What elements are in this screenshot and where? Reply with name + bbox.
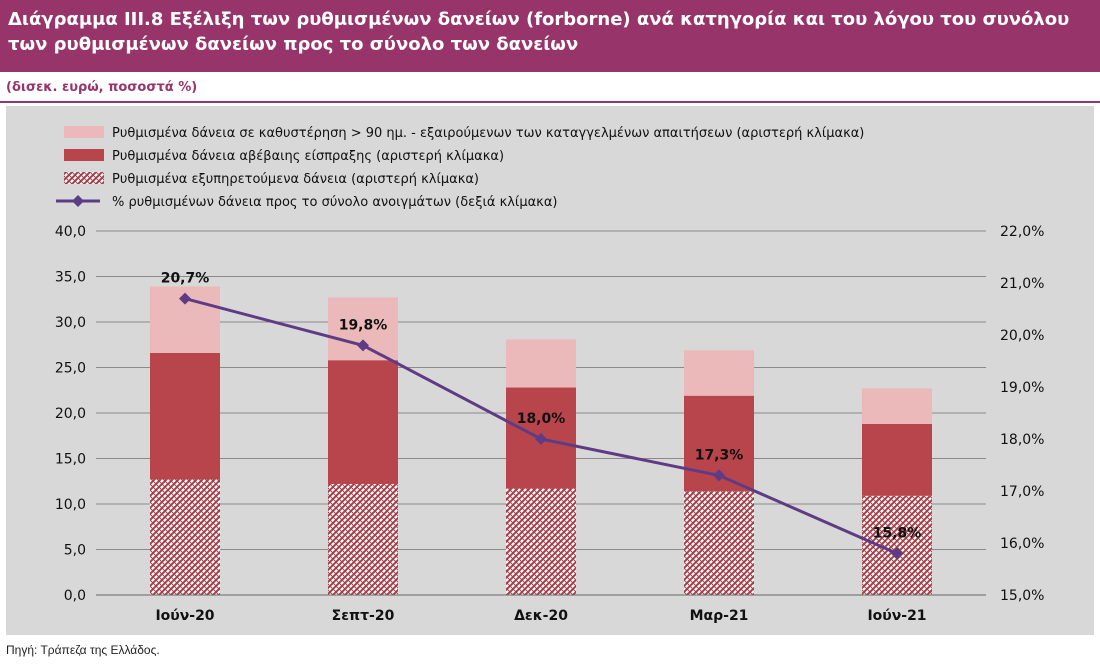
chart-area: 0,0 5,0 10,0 15,0 20,0 25,0 30,0 35,0 40,0 15,0% 1… (6, 106, 1094, 635)
y-right-tick-label: 15,0% (1000, 588, 1044, 604)
legend-label: Ρυθμισμένα δάνεια σε καθυστέρηση > 90 ημ… (112, 126, 864, 141)
legend-swatch (64, 126, 104, 138)
y-left-tick-label: 30,0 (55, 315, 86, 331)
data-label: 19,8% (339, 317, 388, 333)
legend-label: % ρυθμισμένων δάνεια προς το σύνολο ανοι… (112, 195, 557, 210)
y-right-tick-label: 20,0% (1000, 328, 1044, 344)
title-bar: Διάγραμμα III.8 Εξέλιξη των ρυθμισμένων … (0, 0, 1100, 72)
x-tick-label: Ιούν-21 (867, 608, 926, 624)
line-marker (713, 469, 725, 482)
y-right-tick-label: 18,0% (1000, 432, 1044, 448)
y-right-tick-label: 21,0% (1000, 276, 1044, 292)
source-note: Πηγή: Τράπεζα της Ελλάδος. (6, 643, 160, 657)
y-right-tick-label: 19,0% (1000, 380, 1044, 396)
bar-segment-s2-c2 (506, 339, 576, 388)
bar-segment-s0-c2 (506, 488, 576, 595)
legend-label: Ρυθμισμένα εξυπηρετούμενα δάνεια (αριστε… (112, 172, 479, 187)
stacked-bar-line-chart: 0,0 5,0 10,0 15,0 20,0 25,0 30,0 35,0 40,0 15,0% 1… (55, 126, 1044, 624)
y-left-tick-label: 20,0 (55, 406, 86, 422)
x-tick-label: Σεπτ-20 (332, 608, 395, 624)
bar-segment-s0-c4 (862, 495, 932, 595)
data-label: 18,0% (517, 411, 566, 427)
data-label: 17,3% (695, 447, 744, 463)
legend-swatch (64, 149, 104, 161)
divider (0, 101, 1100, 103)
data-label: 20,7% (161, 271, 210, 287)
y-left-tick-label: 5,0 (64, 543, 86, 559)
x-tick-label: Ιούν-20 (155, 608, 214, 624)
x-tick-label: Μαρ-21 (690, 608, 749, 624)
y-left-tick-label: 25,0 (55, 361, 86, 377)
bar-segment-s1-c0 (150, 352, 220, 480)
line-marker (535, 433, 547, 445)
y-left-tick-label: 40,0 (55, 224, 86, 240)
bar-segment-s2-c3 (684, 350, 754, 396)
y-right-tick-label: 22,0% (1000, 224, 1044, 240)
legend-marker-swatch (72, 195, 84, 207)
bar-segment-s0-c3 (684, 491, 754, 595)
y-left-tick-label: 0,0 (64, 588, 86, 604)
y-left-tick-label: 10,0 (55, 497, 86, 513)
y-left-tick-label: 35,0 (55, 270, 86, 286)
chart-subtitle: (δισεκ. ευρώ, ποσοστά %) (6, 80, 198, 95)
line-marker (179, 292, 191, 305)
line-marker (357, 339, 369, 352)
line-marker (891, 547, 903, 560)
bar-segment-s1-c4 (862, 423, 932, 496)
bar-segment-s1-c1 (328, 360, 398, 484)
bar-segment-s0-c0 (150, 479, 220, 595)
y-right-tick-label: 17,0% (1000, 484, 1044, 500)
bar-segment-s2-c4 (862, 388, 932, 424)
x-tick-label: Δεκ-20 (514, 608, 568, 624)
data-label: 15,8% (873, 525, 922, 541)
legend-label: Ρυθμισμένα δάνεια αβέβαιης είσπραξης (αρ… (112, 149, 504, 164)
y-right-tick-label: 16,0% (1000, 536, 1044, 552)
y-left-tick-label: 15,0 (55, 452, 86, 468)
bar-segment-s0-c1 (328, 483, 398, 595)
chart-title: Διάγραμμα III.8 Εξέλιξη των ρυθμισμένων … (8, 9, 1070, 55)
legend-swatch (64, 172, 104, 184)
